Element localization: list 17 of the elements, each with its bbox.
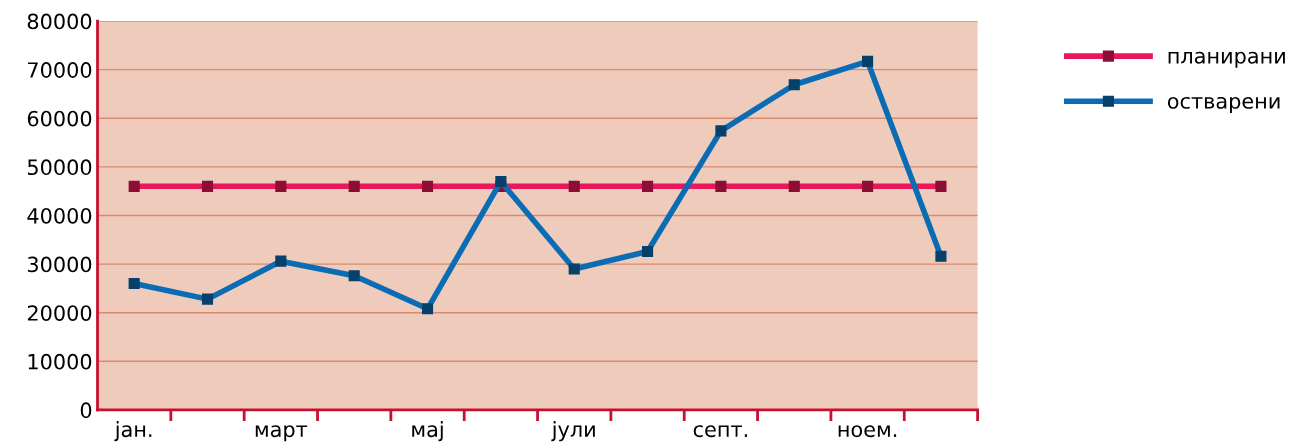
legend-label: остварени (1167, 96, 1280, 113)
y-tick-label: 0 (80, 402, 92, 419)
y-tick-label: 60000 (27, 110, 92, 127)
x-tick-label: септ. (693, 425, 747, 438)
legend-label: планирани (1168, 51, 1285, 68)
x-tick-label: јули (551, 421, 595, 442)
x-tick-label: март (255, 425, 308, 442)
y-tick-label: 40000 (27, 207, 92, 224)
y-tick-label: 80000 (27, 13, 92, 30)
y-tick-label: 10000 (28, 353, 92, 370)
y-tick-label: 50000 (27, 159, 92, 176)
y-tick-label: 70000 (28, 62, 92, 78)
y-tick-label: 30000 (27, 256, 92, 273)
x-tick-label: јан. (114, 421, 152, 442)
x-tick-label: ноем. (838, 425, 897, 438)
x-tick-label: мај (412, 421, 443, 442)
y-tick-label: 20000 (27, 305, 92, 321)
